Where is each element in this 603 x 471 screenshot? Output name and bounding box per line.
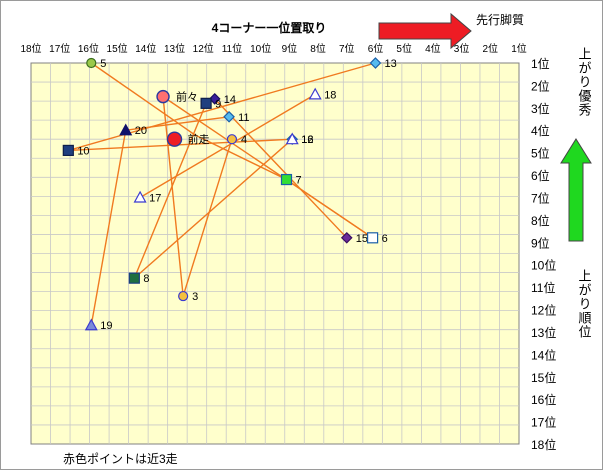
y-tick-label: 18位 bbox=[531, 437, 556, 452]
y-tick-label: 9位 bbox=[531, 235, 550, 250]
footnote: 赤色ポイントは近3走 bbox=[63, 452, 178, 466]
y-tick-label: 5位 bbox=[531, 146, 550, 161]
x-tick-labels: 18位 17位 16位 15位 14位 13位 12位 11位 10位 9位 8位 7位 6位 5位 4位 3… bbox=[20, 42, 526, 55]
recent-point bbox=[156, 89, 170, 104]
point-label: 13 bbox=[384, 58, 396, 70]
data-point-7 bbox=[280, 173, 293, 186]
x-tick-label: 5位 bbox=[396, 42, 412, 55]
connecting-line bbox=[162, 96, 184, 297]
data-point-17 bbox=[133, 190, 147, 203]
x-tick-label: 10位 bbox=[250, 42, 271, 55]
x-tick-label: 9位 bbox=[282, 42, 298, 55]
connecting-line bbox=[90, 130, 127, 326]
point-label: 16 bbox=[301, 134, 313, 146]
y-tick-label: 2位 bbox=[531, 78, 550, 93]
x-tick-label: 16位 bbox=[78, 42, 99, 55]
connecting-line bbox=[286, 178, 373, 239]
connecting-lines bbox=[68, 62, 376, 326]
x-axis-label: 先行脚質 bbox=[476, 12, 524, 27]
point-label: 12 bbox=[301, 134, 313, 146]
point-label: 8 bbox=[143, 273, 149, 285]
y-tick-label: 14位 bbox=[531, 347, 556, 362]
point-label: 14 bbox=[224, 94, 236, 106]
x-tick-label: 13位 bbox=[164, 42, 185, 55]
data-point-12 bbox=[285, 132, 299, 145]
data-point-19 bbox=[84, 318, 98, 331]
data-point-9 bbox=[200, 97, 212, 109]
x-tick-label: 7位 bbox=[339, 42, 355, 55]
recent-point-label: 前々 bbox=[176, 90, 198, 104]
recent-point bbox=[166, 131, 183, 147]
data-point-5 bbox=[86, 57, 97, 69]
x-tick-label: 12位 bbox=[193, 42, 214, 55]
y-tick-label: 10位 bbox=[531, 258, 556, 273]
x-tick-label: 6位 bbox=[368, 42, 384, 55]
point-label: 3 bbox=[192, 291, 198, 303]
data-point-20 bbox=[119, 123, 133, 136]
point-label: 18 bbox=[324, 89, 336, 101]
x-tick-label: 8位 bbox=[310, 42, 326, 55]
connecting-line bbox=[90, 62, 287, 181]
chart-title: 4コーナー一位置取り bbox=[212, 20, 327, 35]
x-tick-label: 2位 bbox=[483, 42, 499, 55]
point-label: 17 bbox=[149, 192, 161, 204]
data-point-18 bbox=[308, 87, 322, 100]
connecting-line bbox=[182, 138, 233, 297]
green-arrow-icon bbox=[560, 138, 592, 242]
y-tick-label: 1位 bbox=[531, 56, 550, 71]
y-tick-label: 6位 bbox=[531, 168, 550, 183]
x-tick-label: 14位 bbox=[135, 42, 156, 55]
x-tick-label: 15位 bbox=[107, 42, 128, 55]
point-label: 4 bbox=[241, 134, 247, 146]
y-axis-label-right: 上がり順位 bbox=[577, 269, 592, 339]
connecting-line bbox=[125, 116, 230, 131]
y-tick-label: 11位 bbox=[531, 280, 555, 295]
x-tick-label: 18位 bbox=[20, 42, 41, 55]
point-label: 11 bbox=[238, 112, 249, 124]
data-point-3 bbox=[178, 290, 189, 302]
y-tick-label: 4位 bbox=[531, 123, 550, 138]
point-label: 10 bbox=[77, 145, 89, 157]
x-tick-label: 11位 bbox=[222, 42, 242, 55]
connecting-line bbox=[139, 93, 316, 199]
point-label: 15 bbox=[356, 233, 368, 245]
red-arrow-icon bbox=[378, 12, 472, 50]
connecting-line bbox=[214, 98, 348, 239]
data-point-13 bbox=[369, 57, 382, 69]
y-tick-label: 8位 bbox=[531, 213, 550, 228]
y-tick-label: 12位 bbox=[531, 303, 556, 318]
y-axis-label-top: 上がり優秀 bbox=[577, 47, 592, 117]
recent-point-label: 前走 bbox=[188, 132, 210, 146]
y-tick-label: 3位 bbox=[531, 101, 550, 116]
data-point-10 bbox=[62, 144, 74, 157]
data-point-15 bbox=[340, 231, 353, 244]
point-label: 6 bbox=[382, 233, 388, 245]
data-point-11 bbox=[223, 110, 235, 123]
x-tick-label: 4位 bbox=[425, 42, 441, 55]
data-point-14 bbox=[208, 93, 221, 105]
point-label: 9 bbox=[215, 98, 221, 110]
connecting-line bbox=[133, 138, 293, 279]
x-tick-label: 1位 bbox=[511, 42, 527, 55]
y-tick-label: 15位 bbox=[531, 370, 556, 385]
point-label: 7 bbox=[295, 175, 301, 187]
y-tick-label: 17位 bbox=[531, 415, 556, 430]
data-point-8 bbox=[128, 272, 140, 284]
connecting-line bbox=[68, 138, 293, 152]
point-label: 5 bbox=[100, 58, 106, 70]
point-label: 20 bbox=[135, 125, 147, 137]
y-tick-label: 13位 bbox=[531, 325, 556, 340]
x-tick-label: 3位 bbox=[454, 42, 470, 55]
y-tick-label: 16位 bbox=[531, 392, 556, 407]
y-tick-label: 7位 bbox=[531, 190, 550, 205]
data-point-6 bbox=[367, 232, 379, 244]
point-label: 19 bbox=[100, 320, 112, 332]
y-tick-labels: 1位 2位 3位 4位 5位 6位 7位 8位 9位 10位 11位 12位 13位 14位 15位 16位 1… bbox=[531, 56, 556, 452]
connecting-line bbox=[133, 103, 207, 279]
data-point-4 bbox=[226, 134, 238, 145]
x-tick-label: 17位 bbox=[49, 42, 70, 55]
